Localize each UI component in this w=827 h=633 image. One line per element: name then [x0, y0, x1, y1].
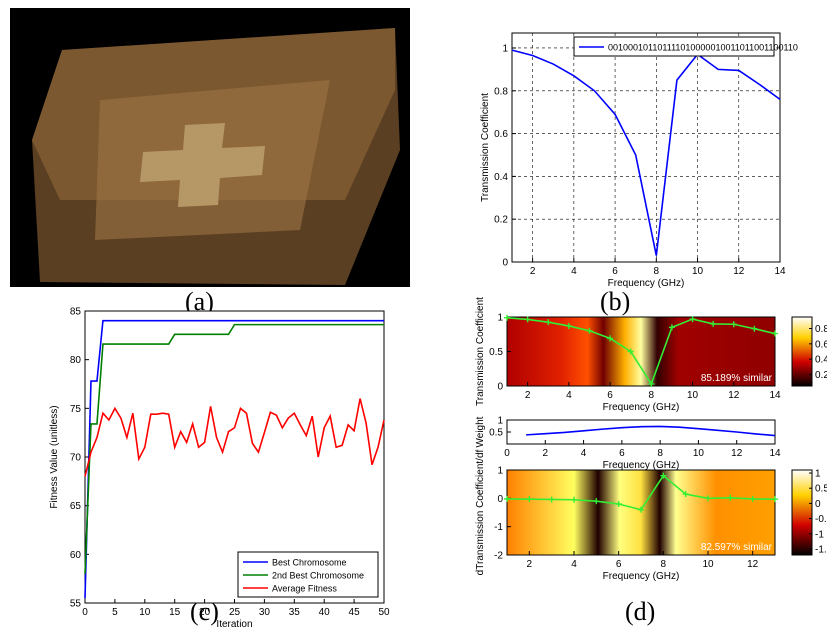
y-axis-label: Fitness Value (unitless) — [49, 405, 60, 508]
y-axis-label: Transmission Coefficient — [475, 297, 486, 406]
chart: 0 5 10 15 20 25 30 35 40 45 50 55 60 65 70 75 80 85 Iterat… — [49, 307, 390, 629]
x-tick-label: 14 — [769, 448, 781, 459]
legend-label: Best Chromosome — [272, 558, 347, 568]
y-tick-label: 55 — [70, 599, 82, 610]
x-axis-label: Frequency (GHz) — [608, 278, 685, 289]
y-tick-label: -1 — [494, 522, 503, 533]
x-tick-label: 0 — [82, 607, 88, 618]
colorbar-tick-label: -0.5 — [815, 514, 827, 525]
y-tick-label: 0.4 — [494, 172, 508, 183]
plot-area — [512, 33, 780, 262]
x-tick-label: 2 — [530, 266, 536, 277]
x-tick-label: 4 — [566, 390, 572, 401]
x-tick-label: 8 — [657, 448, 663, 459]
x-tick-label: 10 — [692, 266, 704, 277]
colorbar-tick-label: 0.6 — [815, 339, 827, 350]
x-tick-label: 8 — [661, 559, 667, 570]
y-tick-label: 80 — [70, 355, 82, 366]
colorbar-tick-label: 0.8 — [815, 324, 827, 335]
legend-label: Average Fitness — [272, 584, 337, 594]
annotation: 82.597% similar — [701, 542, 773, 553]
x-tick-label: 2 — [543, 448, 549, 459]
colorbar-tick-label: 1 — [815, 469, 821, 480]
y-tick-label: 85 — [70, 307, 82, 318]
legend-label: 2nd Best Chromosome — [272, 571, 364, 581]
chart: 2 4 6 8 10 12 14 0 0.2 0.4 0.6 0.8 1 Frequency (GHz) T… — [480, 33, 798, 289]
x-tick-label: 40 — [319, 607, 331, 618]
chart: 0 2 4 6 8 10 12 14 0.51 Frequency (GHz) Weight — [475, 416, 781, 472]
x-tick-label: 2 — [527, 559, 533, 570]
y-axis-label: dTransmission Coefficient/df — [475, 449, 486, 575]
panel-label: (d) — [625, 597, 655, 626]
x-axis-label: Frequency (GHz) — [603, 571, 680, 582]
x-tick-label: 2 — [525, 390, 531, 401]
colorbar — [792, 470, 812, 555]
x-tick-label: 12 — [733, 266, 745, 277]
x-tick-label: 6 — [612, 266, 618, 277]
y-tick-label: 0.5 — [489, 428, 503, 439]
y-tick-label: 60 — [70, 550, 82, 561]
x-tick-label: 4 — [571, 559, 577, 570]
x-tick-label: 8 — [649, 390, 655, 401]
colorbar-tick-label: 0.2 — [815, 370, 827, 381]
y-tick-label: 1 — [497, 313, 503, 324]
y-tick-label: 1 — [502, 43, 508, 54]
y-axis-label: Weight — [475, 416, 486, 447]
x-tick-label: 15 — [169, 607, 181, 618]
x-tick-label: 35 — [289, 607, 301, 618]
x-tick-label: 5 — [112, 607, 118, 618]
figure: (a) (b) (c) (d) 246810121400.20.40.60.81… — [0, 0, 827, 628]
y-tick-label: 1 — [497, 466, 503, 477]
y-tick-label: 75 — [70, 404, 82, 415]
annotation: 85.189% similar — [701, 373, 773, 384]
x-axis-label: Iteration — [216, 619, 252, 628]
y-tick-label: 0 — [497, 494, 503, 505]
colorbar-tick-label: 0.5 — [815, 484, 827, 495]
x-tick-label: 12 — [731, 448, 743, 459]
y-tick-label: 0 — [502, 258, 508, 269]
x-tick-label: 10 — [702, 559, 714, 570]
x-axis-label: Frequency (GHz) — [603, 460, 680, 471]
x-tick-label: 30 — [259, 607, 271, 618]
x-tick-label: 8 — [654, 266, 660, 277]
x-tick-label: 6 — [616, 559, 622, 570]
x-tick-label: 20 — [199, 607, 211, 618]
y-axis-label: Transmission Coefficient — [480, 93, 491, 202]
x-tick-label: 10 — [693, 448, 705, 459]
panel-label: (b) — [600, 287, 630, 316]
x-tick-label: 10 — [139, 607, 151, 618]
y-tick-label: 1 — [497, 416, 503, 427]
x-tick-label: 25 — [229, 607, 241, 618]
x-tick-label: 6 — [619, 448, 625, 459]
x-axis-label: Frequency (GHz) — [603, 402, 680, 413]
x-tick-label: 0 — [504, 448, 510, 459]
y-tick-label: 0.5 — [489, 347, 503, 358]
x-tick-label: 45 — [349, 607, 361, 618]
legend-label: 001000101101111010000010011011001100110 — [608, 43, 798, 53]
x-tick-label: 14 — [774, 266, 786, 277]
x-tick-label: 10 — [687, 390, 699, 401]
y-tick-label: 0.6 — [494, 129, 508, 140]
x-tick-label: 4 — [571, 266, 577, 277]
y-tick-label: 0.8 — [494, 86, 508, 97]
colorbar-tick-label: 0 — [815, 499, 821, 510]
chart: 2 4 6 8 10 12 14 0 0.5 1 Frequency (GHz) Transmissi… — [475, 297, 827, 413]
colorbar-tick-label: -1.5 — [815, 544, 827, 555]
y-tick-label: 70 — [70, 453, 82, 464]
colorbar-tick-label: -1 — [815, 529, 824, 540]
colorbar-tick-label: 0.4 — [815, 355, 827, 366]
x-tick-label: 4 — [581, 448, 587, 459]
y-tick-label: 0.2 — [494, 215, 508, 226]
y-tick-label: 0 — [497, 382, 503, 393]
x-tick-label: 12 — [728, 390, 740, 401]
colorbar — [792, 317, 812, 386]
render-image — [10, 8, 410, 287]
x-tick-label: 12 — [747, 559, 759, 570]
y-tick-label: -2 — [494, 551, 503, 562]
x-tick-label: 50 — [378, 607, 390, 618]
x-tick-label: 6 — [607, 390, 613, 401]
x-tick-label: 14 — [769, 390, 781, 401]
y-tick-label: 65 — [70, 501, 82, 512]
